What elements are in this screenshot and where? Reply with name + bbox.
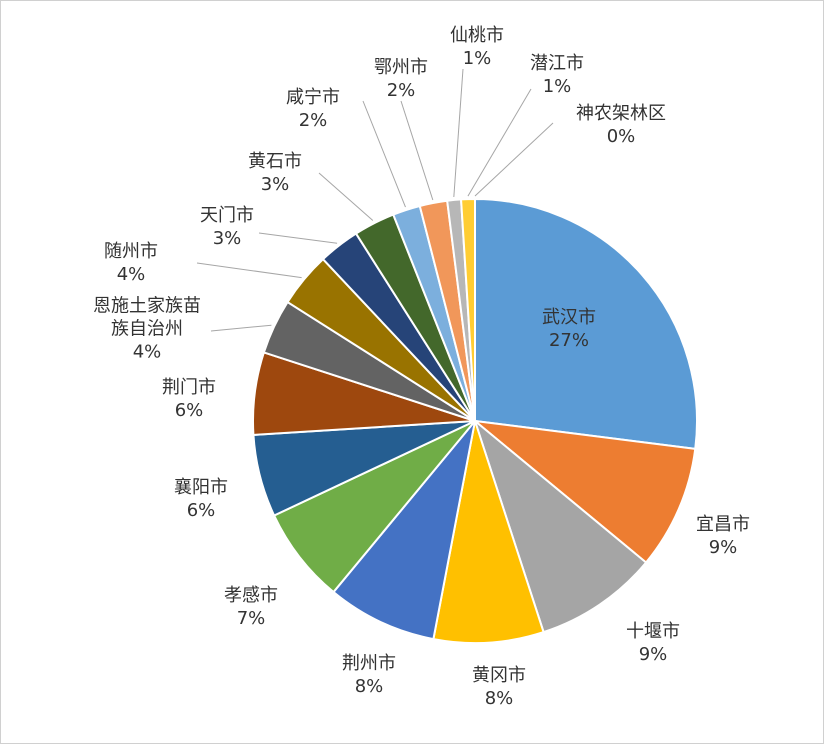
slice-label: 十堰市 9% (626, 620, 680, 666)
slice-label: 荆州市 8% (342, 652, 396, 698)
value-label: 8% (354, 676, 384, 697)
pie-slice (432, 420, 545, 644)
leader-line (474, 122, 554, 197)
slice-label: 黄冈市 8% (472, 664, 526, 710)
pie-slice (471, 419, 697, 564)
value-label: 4% (132, 341, 162, 363)
value-label: 6% (186, 500, 216, 521)
category-label: 黄石市 (248, 151, 302, 172)
category-label: 随州市 (104, 241, 158, 262)
value-label: 9% (708, 537, 738, 558)
leader-line (362, 100, 406, 208)
leader-line (453, 68, 464, 198)
category-label: 黄冈市 (472, 665, 526, 686)
category-label: 襄阳市 (174, 477, 228, 498)
category-label: 天门市 (200, 205, 254, 226)
category-label: 咸宁市 (286, 87, 340, 108)
value-label: 4% (116, 264, 146, 285)
category-label: 仙桃市 (450, 25, 504, 46)
slice-label: 仙桃市 1% (450, 24, 504, 70)
slice-label: 襄阳市 6% (174, 476, 228, 522)
value-label: 9% (638, 644, 668, 665)
category-label: 鄂州市 (374, 57, 428, 78)
category-label: 神农架林区 (576, 103, 666, 124)
value-label: 2% (386, 80, 416, 101)
slice-label: 潜江市 1% (530, 52, 584, 98)
leader-line (467, 88, 532, 197)
slice-label: 武汉市 27% (542, 306, 596, 352)
slice-label: 咸宁市 2% (286, 86, 340, 132)
category-label: 荆州市 (342, 653, 396, 674)
value-label: 2% (298, 110, 328, 131)
leader-line (400, 100, 434, 201)
slice-label: 随州市 4% (104, 240, 158, 286)
value-label: 7% (236, 608, 266, 629)
slice-label: 恩施土家族苗族自治州 4% (92, 295, 202, 364)
slice-label: 黄石市 3% (248, 150, 302, 196)
category-label: 武汉市 (542, 307, 596, 328)
slice-label: 宜昌市 9% (696, 513, 750, 559)
pie-slice (474, 197, 698, 450)
category-label: 荆门市 (162, 377, 216, 398)
category-label: 孝感市 (224, 585, 278, 606)
slice-label: 天门市 3% (200, 204, 254, 250)
category-label: 十堰市 (626, 621, 680, 642)
slice-label: 鄂州市 2% (374, 56, 428, 102)
value-label: 3% (260, 174, 290, 195)
value-label: 3% (212, 228, 242, 249)
category-label: 恩施土家族苗族自治州 (93, 295, 201, 340)
value-label: 6% (174, 400, 204, 421)
value-label: 27% (548, 330, 589, 351)
value-label: 1% (542, 76, 572, 97)
value-label: 8% (484, 688, 514, 709)
pie-slice (472, 418, 648, 634)
pie-slice (332, 420, 476, 641)
leader-line (210, 324, 272, 332)
value-label: 0% (606, 126, 636, 147)
value-label: 1% (462, 48, 492, 69)
leader-line (258, 232, 338, 244)
category-label: 宜昌市 (696, 514, 750, 535)
category-label: 潜江市 (530, 53, 584, 74)
slice-label: 孝感市 7% (224, 584, 278, 630)
leader-line (196, 262, 302, 279)
slice-label: 神农架林区 0% (576, 102, 666, 148)
leader-line (318, 172, 374, 221)
slice-label: 荆门市 6% (162, 376, 216, 422)
